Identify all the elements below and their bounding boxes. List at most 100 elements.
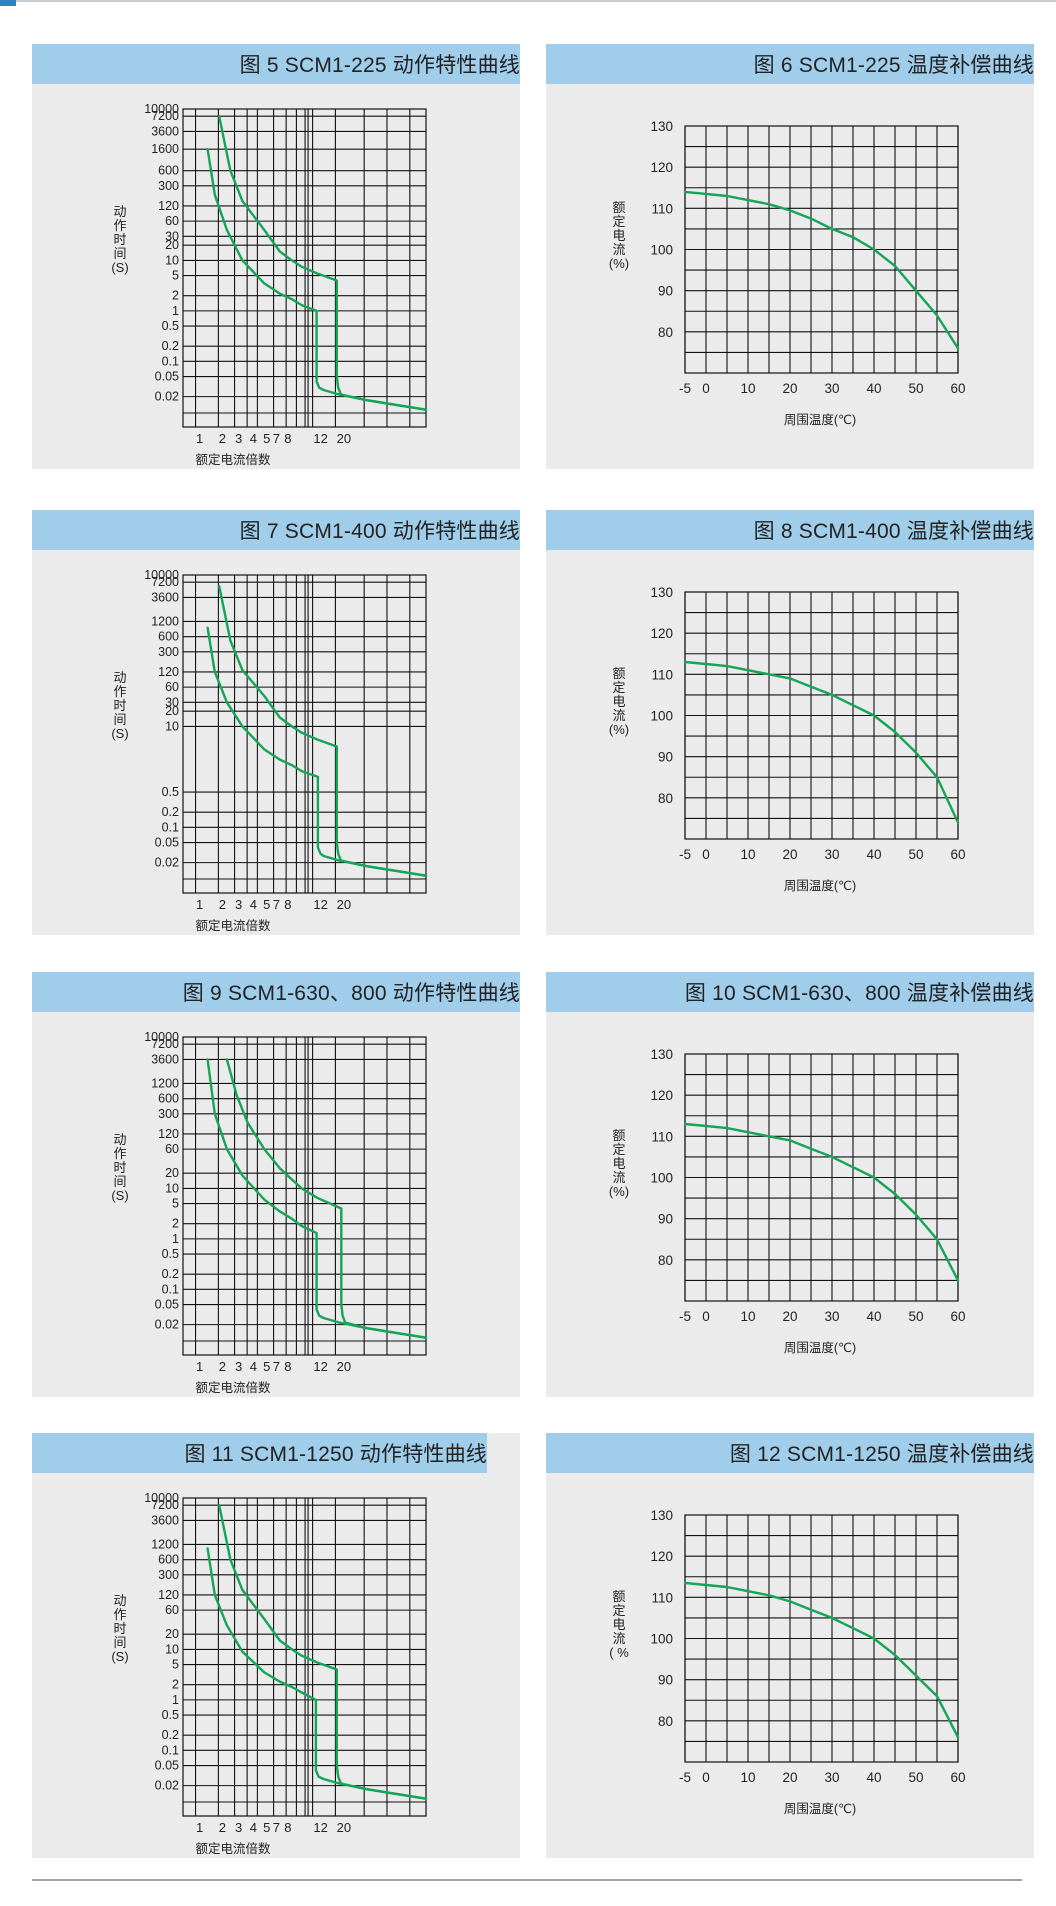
y-tick-label: 60 bbox=[165, 1603, 179, 1617]
y-tick-label: 0.1 bbox=[162, 820, 179, 834]
x-tick-label: 50 bbox=[908, 847, 923, 862]
y-tick-label: 1 bbox=[172, 1232, 179, 1246]
chart-title: 图 5 SCM1-225 动作特性曲线 bbox=[239, 54, 520, 77]
x-tick-label: -5 bbox=[679, 381, 691, 396]
plot-frame bbox=[182, 574, 427, 894]
chart-svg: 130 120 110 100 90 80 -5 0 10 20 30 40 50 60 额定电流( % 周围… bbox=[609, 1508, 965, 1816]
y-axis-label-line: 时 bbox=[113, 1160, 126, 1175]
y-tick-label: 0.2 bbox=[162, 805, 179, 819]
chart-title-bar: 图 8 SCM1-400 温度补偿曲线 bbox=[546, 510, 1034, 550]
y-tick-label: 0.5 bbox=[162, 785, 179, 799]
x-tick-label: 30 bbox=[824, 1309, 839, 1324]
x-tick-label: -5 bbox=[679, 1770, 691, 1785]
x-tick-label: 12 bbox=[313, 431, 327, 446]
y-tick-label: 110 bbox=[651, 1129, 673, 1144]
y-axis-label-line: (%) bbox=[609, 1184, 629, 1199]
x-tick-label: 7 bbox=[273, 431, 280, 446]
x-axis-label: 周围温度(℃) bbox=[784, 1801, 856, 1816]
y-axis-label: 额定电流( % bbox=[609, 1589, 629, 1660]
chart-title-bar: 图 12 SCM1-1250 温度补偿曲线 bbox=[546, 1433, 1034, 1473]
x-tick-label: 0 bbox=[702, 1309, 710, 1324]
x-tick-label: 60 bbox=[950, 381, 965, 396]
y-axis-label-line: 间 bbox=[113, 1635, 126, 1650]
chart-panel: 图 5 SCM1-225 动作特性曲线 10000 7200 3600 1600 600… bbox=[32, 44, 520, 469]
chart-svg: 130 120 110 100 90 80 -5 0 10 20 30 40 50 60 额定电流(%) 周围… bbox=[609, 1047, 966, 1355]
y-tick-label: 10000 bbox=[144, 1030, 179, 1044]
x-tick-label: 20 bbox=[782, 1309, 797, 1324]
plot-frame bbox=[182, 1036, 427, 1356]
chart-title-bar: 图 7 SCM1-400 动作特性曲线 bbox=[32, 510, 520, 550]
x-tick-label: 4 bbox=[250, 1359, 257, 1374]
x-tick-label: 1 bbox=[196, 431, 203, 446]
y-tick-label: 130 bbox=[650, 1508, 673, 1523]
y-tick-label: 0.5 bbox=[162, 1708, 179, 1722]
y-tick-label: 130 bbox=[650, 1047, 673, 1062]
x-tick-label: 5 bbox=[263, 431, 270, 446]
x-tick-label: 50 bbox=[908, 381, 923, 396]
y-tick-label: 80 bbox=[658, 791, 673, 806]
y-tick-label: 0.05 bbox=[155, 1298, 179, 1312]
series-line bbox=[683, 1581, 960, 1739]
y-axis-label: 额定电流(%) bbox=[609, 200, 629, 271]
x-tick-label: 10 bbox=[740, 1770, 755, 1785]
y-tick-label: 30 bbox=[165, 695, 179, 709]
x-axis-label: 额定电流倍数 bbox=[195, 452, 271, 467]
x-tick-label: 3 bbox=[235, 1820, 242, 1835]
y-tick-label: 1200 bbox=[151, 614, 179, 628]
chart-title-bar: 图 10 SCM1-630、800 温度补偿曲线 bbox=[546, 972, 1034, 1012]
chart-title: 图 7 SCM1-400 动作特性曲线 bbox=[239, 520, 520, 543]
x-tick-label: 8 bbox=[284, 1359, 291, 1374]
chart-panel: 图 11 SCM1-1250 动作特性曲线 10000 7200 3600 1200 6… bbox=[32, 1433, 520, 1858]
y-tick-label: 2 bbox=[172, 1217, 179, 1231]
y-tick-label: 0.2 bbox=[162, 339, 179, 353]
y-tick-label: 110 bbox=[651, 201, 673, 216]
y-tick-label: 7200 bbox=[151, 109, 179, 123]
x-tick-label: 0 bbox=[702, 1770, 710, 1785]
x-tick-label: 30 bbox=[824, 381, 839, 396]
y-tick-label: 120 bbox=[650, 1088, 673, 1103]
chart-panel: 图 7 SCM1-400 动作特性曲线 10000 7200 3600 1200 600… bbox=[32, 510, 520, 935]
x-tick-label: 5 bbox=[263, 1359, 270, 1374]
chart-gridlines bbox=[684, 1514, 959, 1763]
series-line bbox=[218, 115, 428, 411]
top-rule bbox=[0, 0, 1056, 2]
y-tick-label: 300 bbox=[158, 179, 179, 193]
x-tick-label: 12 bbox=[313, 1359, 327, 1374]
y-axis-label-line: 定 bbox=[612, 680, 625, 695]
chart-panel: 图 8 SCM1-400 温度补偿曲线 130 120 110 100 90 80 -5 0 1… bbox=[546, 510, 1034, 935]
x-tick-label: 1 bbox=[196, 1820, 203, 1835]
y-axis-label-line: 电 bbox=[612, 694, 625, 709]
chart-panel: 图 10 SCM1-630、800 温度补偿曲线 130 120 110 100 90 8… bbox=[546, 972, 1034, 1397]
y-axis-label-line: 时 bbox=[113, 698, 126, 713]
y-tick-label: 0.05 bbox=[155, 1759, 179, 1773]
x-tick-label: 20 bbox=[782, 1770, 797, 1785]
y-tick-label: 0.02 bbox=[155, 856, 179, 870]
x-tick-label: 10 bbox=[740, 847, 755, 862]
plot-frame bbox=[684, 1053, 959, 1302]
y-tick-label: 90 bbox=[658, 284, 673, 299]
y-axis-label-line: 作 bbox=[113, 1607, 126, 1622]
x-tick-label: 2 bbox=[219, 431, 226, 446]
x-tick-label: 20 bbox=[337, 1820, 351, 1835]
y-tick-label: 120 bbox=[158, 1588, 179, 1602]
y-axis-label-line: (S) bbox=[111, 1188, 128, 1203]
y-axis-label-line: 流 bbox=[612, 242, 625, 257]
y-axis-label-line: 电 bbox=[612, 228, 625, 243]
chart-title: 图 8 SCM1-400 温度补偿曲线 bbox=[753, 520, 1034, 543]
y-tick-label: 0.02 bbox=[155, 1318, 179, 1332]
x-tick-label: 4 bbox=[250, 1820, 257, 1835]
x-tick-label: 30 bbox=[824, 847, 839, 862]
series-line bbox=[206, 626, 428, 877]
y-tick-label: 20 bbox=[165, 1166, 179, 1180]
y-tick-label: 10 bbox=[165, 719, 179, 733]
y-tick-label: 110 bbox=[651, 667, 673, 682]
x-axis-label: 额定电流倍数 bbox=[195, 1380, 271, 1395]
chart-gridlines bbox=[183, 1036, 426, 1355]
y-axis-label-line: (%) bbox=[609, 722, 629, 737]
x-axis-label: 周围温度(℃) bbox=[784, 878, 856, 893]
y-tick-label: 2 bbox=[172, 1678, 179, 1692]
y-axis-label-line: 额 bbox=[612, 666, 625, 681]
y-tick-label: 0.1 bbox=[162, 354, 179, 368]
chart-title-bar: 图 6 SCM1-225 温度补偿曲线 bbox=[546, 44, 1034, 84]
